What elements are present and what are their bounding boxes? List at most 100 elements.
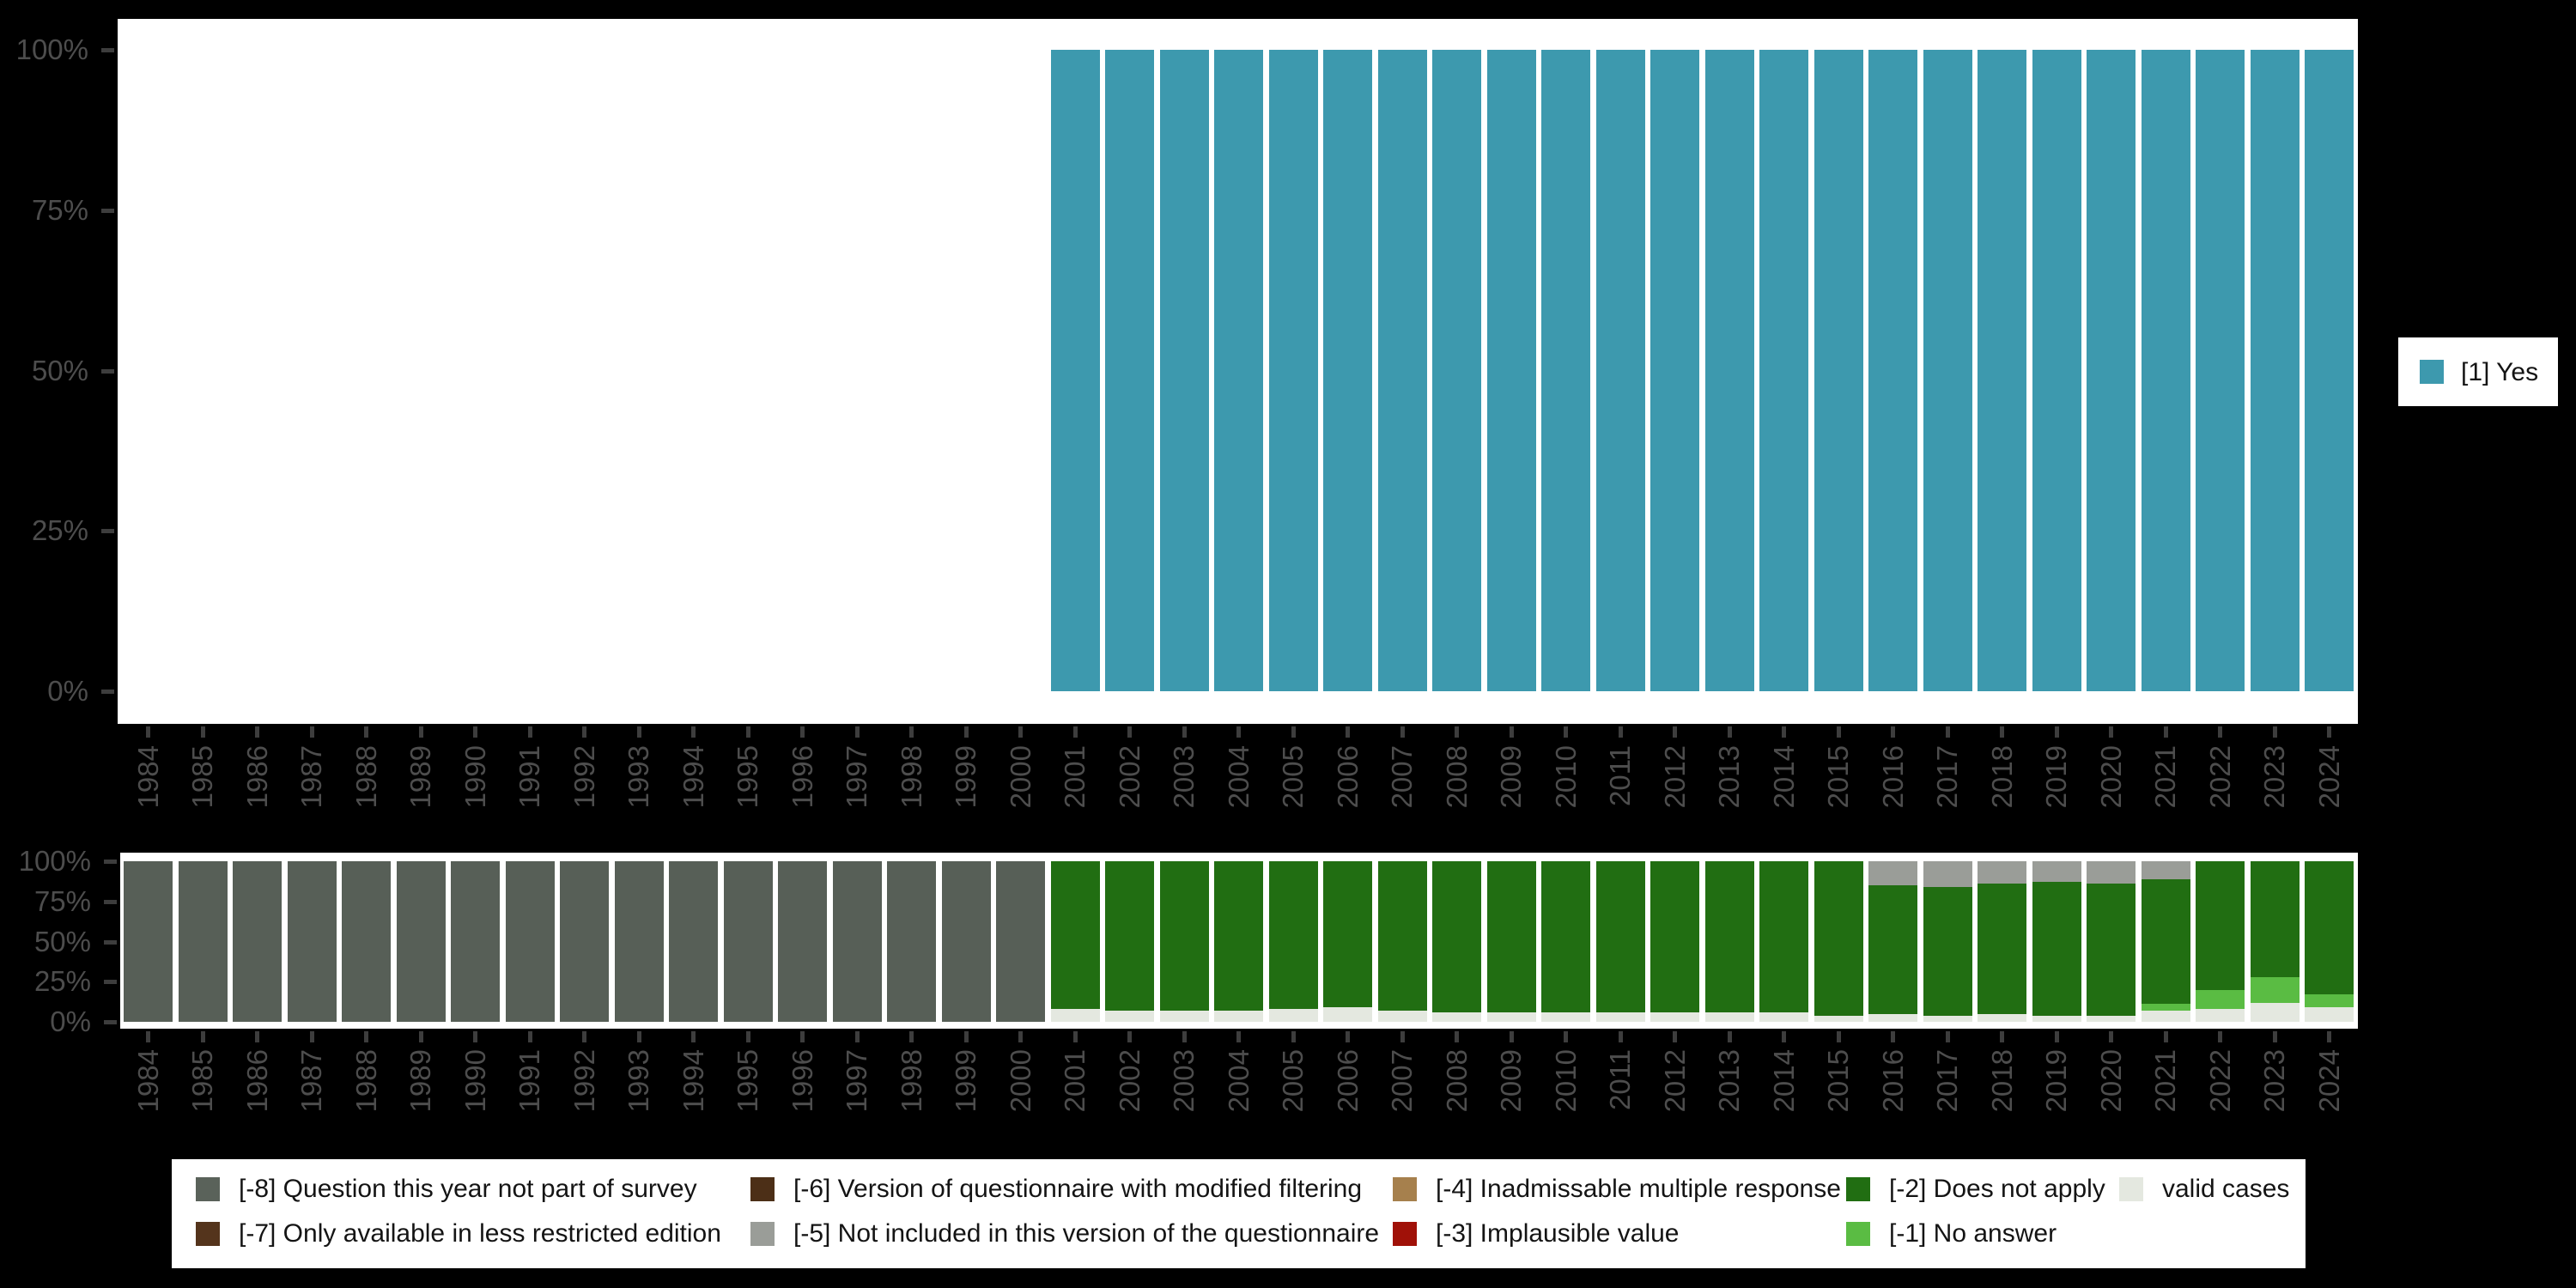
valid-values-chart-x-tick-label-2011: 2011	[1604, 745, 1636, 806]
missing-values-chart-x-tick-label-2013: 2013	[1713, 1049, 1745, 1113]
missing-values-chart-bar-segment-2020	[2087, 884, 2136, 1016]
valid-values-chart-bar-segment-2016	[1868, 50, 1917, 691]
missing-values-chart-bar-segment-1994	[669, 861, 718, 1022]
valid-values-chart-x-tick-label-1986: 1986	[240, 745, 273, 809]
valid-values-chart-y-tick-label: 0%	[47, 675, 88, 707]
missing-values-chart-x-tick-2018	[2000, 1031, 2004, 1042]
valid-values-chart-y-tick	[101, 529, 114, 534]
valid-values-chart-x-tick-label-2020: 2020	[2094, 745, 2127, 809]
missing-values-chart-bar-segment-2014	[1759, 861, 1808, 1012]
valid-values-chart-x-tick-1998	[909, 726, 914, 738]
legend-label-7: [-2] Does not apply	[1889, 1175, 2105, 1203]
legend-label-9: valid cases	[2162, 1175, 2290, 1203]
valid-values-chart-x-tick-label-2005: 2005	[1277, 745, 1309, 809]
valid-values-chart-bar-segment-2015	[1814, 50, 1863, 691]
valid-values-chart-x-tick-2002	[1127, 726, 1132, 738]
valid-values-chart-x-tick-1984	[146, 726, 150, 738]
missing-values-chart-bar-segment-2019	[2032, 861, 2081, 883]
missing-values-chart-bar-segment-1999	[941, 861, 991, 1022]
missing-values-chart-x-tick-2021	[2163, 1031, 2168, 1042]
valid-values-chart-x-tick-1995	[745, 726, 750, 738]
valid-values-chart-bar-segment-2006	[1323, 50, 1372, 691]
missing-values-chart-x-tick-2000	[1018, 1031, 1023, 1042]
missing-values-chart-bar-segment-2021	[2141, 1010, 2190, 1022]
valid-values-chart-bar-segment-2007	[1377, 50, 1427, 691]
missing-values-chart-x-tick-label-2016: 2016	[1876, 1049, 1909, 1113]
valid-values-chart-y-tick	[101, 368, 114, 374]
legend-swatch-6	[1393, 1222, 1417, 1246]
valid-values-chart-x-tick-label-1984: 1984	[131, 745, 164, 809]
missing-values-chart-bar-segment-2018	[1978, 1013, 2026, 1022]
missing-values-chart-x-tick-label-1993: 1993	[623, 1049, 654, 1113]
valid-values-chart-x-tick-1989	[418, 726, 423, 738]
missing-values-chart-bar-segment-2001	[1050, 1009, 1100, 1022]
valid-values-chart-x-tick-1996	[800, 726, 805, 738]
missing-values-chart-bar-segment-2010	[1541, 1012, 1590, 1022]
missing-values-chart-bar-segment-2008	[1432, 1012, 1481, 1022]
missing-values-chart-bar-segment-2011	[1595, 861, 1645, 1012]
missing-values-chart-x-tick-1996	[800, 1031, 805, 1042]
missing-values-chart-x-tick-label-2019: 2019	[2040, 1049, 2072, 1113]
missing-values-chart-bar-segment-2017	[1923, 1015, 1972, 1022]
legend-swatch-2	[196, 1222, 220, 1246]
valid-values-chart-bar-segment-2023	[2250, 50, 2300, 691]
missing-values-chart-y-tick-label: 25%	[33, 965, 91, 998]
missing-values-chart-bar-segment-2023	[2250, 861, 2300, 977]
missing-values-chart-bar-segment-2006	[1323, 861, 1372, 1008]
missing-values-chart-bar-segment-2024	[2305, 1007, 2354, 1022]
legend-label-3: [-6] Version of questionnaire with modif…	[793, 1175, 1363, 1203]
missing-values-chart-bar-segment-2006	[1323, 1007, 1372, 1022]
valid-values-chart-x-tick-2024	[2327, 726, 2331, 738]
missing-values-chart-bar-segment-2022	[2196, 1009, 2245, 1022]
missing-values-chart-x-tick-label-2000: 2000	[1004, 1049, 1036, 1113]
missing-values-chart-bar-segment-2021	[2141, 861, 2190, 879]
missing-values-chart-x-tick-label-2024: 2024	[2312, 1049, 2345, 1113]
missing-values-chart-x-tick-1984	[146, 1031, 150, 1042]
valid-values-chart-x-tick-label-1995: 1995	[732, 745, 763, 809]
missing-values-chart-x-tick-1991	[527, 1031, 532, 1042]
missing-values-chart-x-tick-label-1992: 1992	[568, 1049, 600, 1113]
valid-values-chart-x-tick-label-1997: 1997	[841, 745, 872, 809]
valid-values-chart-x-tick-1993	[636, 726, 641, 738]
legend-label-yes: [1] Yes	[2461, 358, 2539, 386]
missing-values-chart-bar-segment-2024	[2305, 994, 2354, 1008]
missing-values-chart-bar-segment-2022	[2196, 861, 2245, 990]
missing-values-chart-bar-segment-2018	[1978, 861, 2026, 884]
valid-values-chart-bar-segment-2003	[1159, 50, 1209, 691]
legend-swatch-8	[1846, 1222, 1870, 1246]
missing-values-chart-x-tick-label-2004: 2004	[1222, 1049, 1255, 1113]
missing-values-chart-bar-segment-1990	[451, 861, 500, 1022]
missing-values-chart-bar-segment-2016	[1868, 861, 1917, 886]
missing-values-chart-x-tick-2007	[1400, 1031, 1405, 1042]
missing-values-chart-bar-segment-1993	[614, 861, 664, 1022]
missing-values-chart-bar-segment-2004	[1214, 861, 1263, 1011]
legend-label-4: [-5] Not included in this version of the…	[793, 1219, 1380, 1248]
valid-values-chart-x-tick-label-2023: 2023	[2258, 745, 2290, 809]
missing-values-chart-y-tick	[104, 939, 117, 945]
missing-values-chart-x-tick-1992	[582, 1031, 586, 1042]
valid-values-chart-x-tick-label-2002: 2002	[1113, 745, 1145, 809]
missing-values-chart-x-tick-label-2009: 2009	[1495, 1049, 1527, 1113]
missing-values-chart-bar-segment-1986	[233, 861, 282, 1022]
valid-values-chart-x-tick-2020	[2109, 726, 2113, 738]
missing-values-chart-x-tick-1988	[364, 1031, 368, 1042]
valid-values-chart-x-tick-2000	[1018, 726, 1023, 738]
legend-swatch-9	[2119, 1177, 2143, 1201]
missing-values-chart-bar-segment-2009	[1486, 861, 1536, 1012]
valid-values-chart-bar-segment-2001	[1050, 50, 1100, 691]
missing-values-chart-x-tick-2011	[1618, 1031, 1623, 1042]
missing-values-chart-bar-segment-2015	[1814, 861, 1863, 1016]
missing-values-chart-x-tick-label-1997: 1997	[841, 1049, 872, 1113]
missing-values-chart-x-tick-label-2017: 2017	[1931, 1049, 1963, 1113]
missing-values-chart-bar-segment-2023	[2250, 976, 2300, 1003]
valid-values-chart-x-tick-label-2016: 2016	[1876, 745, 1909, 809]
valid-values-chart-x-tick-label-2017: 2017	[1931, 745, 1963, 809]
valid-values-chart-y-tick-label: 75%	[31, 193, 88, 226]
valid-values-chart-x-tick-2009	[1509, 726, 1514, 738]
missing-values-chart-x-tick-label-2020: 2020	[2094, 1049, 2127, 1113]
missing-values-chart-bar-segment-2017	[1923, 886, 1972, 1016]
missing-values-chart-x-tick-2015	[1836, 1031, 1841, 1042]
valid-values-chart-x-tick-label-2021: 2021	[2149, 745, 2181, 809]
missing-values-chart-x-tick-label-2006: 2006	[1331, 1049, 1364, 1113]
valid-values-chart-x-tick-label-1996: 1996	[786, 745, 818, 809]
